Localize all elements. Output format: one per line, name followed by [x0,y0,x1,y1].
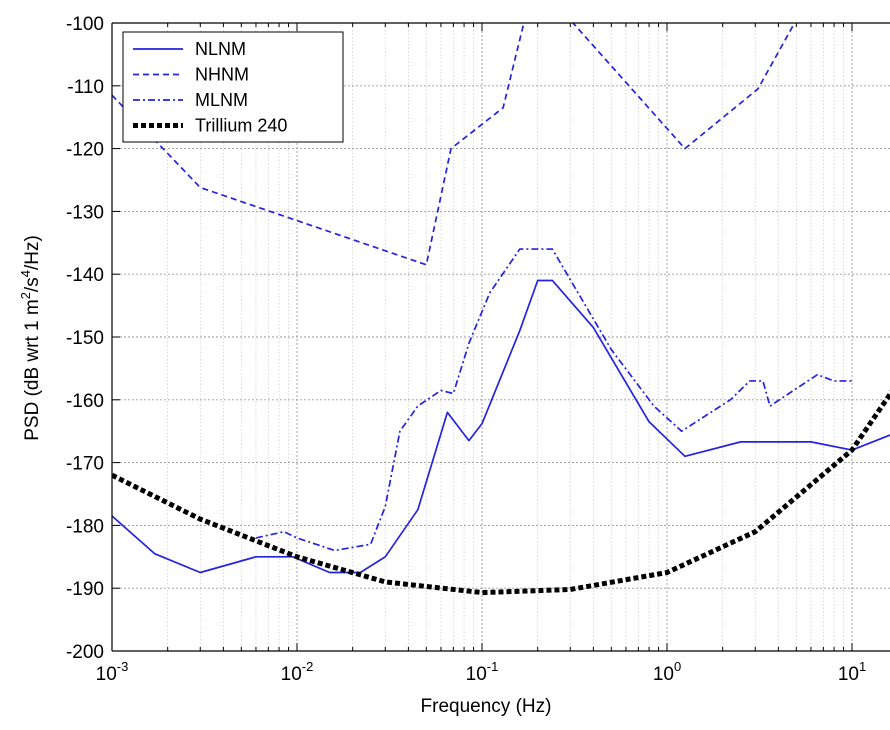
x-tick-label: 101 [838,659,866,685]
y-tick-label: -180 [66,516,104,537]
axes [111,22,890,652]
series-line-mlnm [255,248,852,552]
x-axis-label: Frequency (Hz) [421,696,552,717]
legend-label: NHNM [195,65,249,85]
series-lines [112,23,890,596]
x-tick-label: 10-3 [96,659,129,685]
y-tick-label: -120 [66,140,104,161]
y-tick-label: -170 [66,454,104,475]
y-tick-label: -100 [66,14,104,35]
y-tick-label: -160 [66,391,104,412]
legend-label: MLNM [195,90,248,110]
y-tick-label: -130 [66,202,104,223]
x-tick-label: 100 [653,659,681,685]
series-line-nlnm [112,279,890,574]
x-tick-label: 10-2 [281,659,314,685]
x-tick-label: 10-1 [466,659,499,685]
y-tick-label: -190 [66,579,104,600]
series-line-trillium-240 [112,389,890,596]
y-axis-label: PSD (dB wrt 1 m2/s4/Hz) [18,235,43,441]
y-tick-label: -150 [66,328,104,349]
y-tick-label: -200 [66,642,104,663]
y-tick-label: -110 [67,77,104,98]
legend: NLNM NHNM MLNM Trillium 240 [122,31,344,143]
legend-label: NLNM [195,39,246,59]
y-tick-label: -140 [66,265,104,286]
tick-labels: -100 -110 -120 -130 -140 -150 -160 -170 -180 -190… [66,14,866,685]
legend-label: Trillium 240 [195,116,287,136]
